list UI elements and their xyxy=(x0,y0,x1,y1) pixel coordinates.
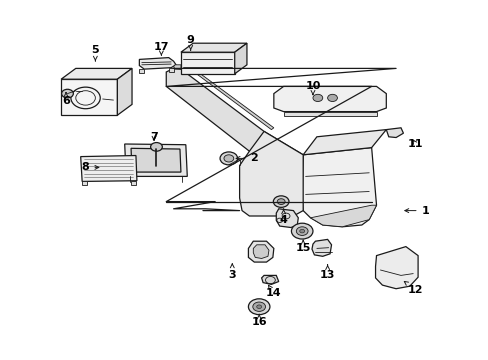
Circle shape xyxy=(150,143,162,151)
Polygon shape xyxy=(61,79,117,115)
Text: 3: 3 xyxy=(228,264,236,280)
Polygon shape xyxy=(180,65,273,130)
Text: 1: 1 xyxy=(404,206,428,216)
Text: 2: 2 xyxy=(236,153,258,163)
Circle shape xyxy=(277,199,285,204)
Text: 8: 8 xyxy=(81,162,99,172)
Circle shape xyxy=(312,94,322,102)
Polygon shape xyxy=(386,128,403,138)
Circle shape xyxy=(296,227,307,235)
Circle shape xyxy=(291,223,312,239)
Polygon shape xyxy=(181,52,234,74)
Circle shape xyxy=(299,229,304,233)
Text: 9: 9 xyxy=(186,35,194,50)
Polygon shape xyxy=(303,130,386,155)
Polygon shape xyxy=(173,65,181,69)
Polygon shape xyxy=(61,68,132,79)
Polygon shape xyxy=(239,131,303,216)
Circle shape xyxy=(256,305,261,309)
Text: 15: 15 xyxy=(295,240,310,253)
Text: 10: 10 xyxy=(305,81,320,95)
Polygon shape xyxy=(375,247,417,289)
Circle shape xyxy=(224,155,233,162)
Text: 4: 4 xyxy=(279,209,287,225)
Circle shape xyxy=(273,196,288,207)
Polygon shape xyxy=(81,156,137,181)
Polygon shape xyxy=(310,205,376,227)
Text: 6: 6 xyxy=(62,93,70,106)
Circle shape xyxy=(248,299,269,315)
Polygon shape xyxy=(273,86,386,112)
Circle shape xyxy=(252,302,265,311)
Polygon shape xyxy=(283,112,376,116)
Circle shape xyxy=(220,152,237,165)
Polygon shape xyxy=(311,239,331,256)
Text: 5: 5 xyxy=(91,45,99,61)
Text: 13: 13 xyxy=(319,265,335,280)
Text: 17: 17 xyxy=(153,42,169,55)
Text: 16: 16 xyxy=(251,314,266,327)
Polygon shape xyxy=(302,148,376,227)
Polygon shape xyxy=(131,181,136,185)
Text: 12: 12 xyxy=(404,282,423,295)
Polygon shape xyxy=(168,68,173,72)
Text: 11: 11 xyxy=(407,139,423,149)
Polygon shape xyxy=(139,69,144,73)
Polygon shape xyxy=(82,181,87,185)
Text: 14: 14 xyxy=(265,285,281,298)
Polygon shape xyxy=(261,275,278,284)
Polygon shape xyxy=(139,58,176,69)
Polygon shape xyxy=(117,68,132,115)
Polygon shape xyxy=(276,209,298,228)
Polygon shape xyxy=(181,43,246,52)
Polygon shape xyxy=(124,144,187,176)
Polygon shape xyxy=(248,241,273,262)
Polygon shape xyxy=(166,68,303,169)
Polygon shape xyxy=(131,148,181,172)
Circle shape xyxy=(327,94,337,102)
Polygon shape xyxy=(234,43,246,74)
Text: 7: 7 xyxy=(150,132,158,142)
Circle shape xyxy=(61,89,73,98)
Polygon shape xyxy=(253,245,268,258)
